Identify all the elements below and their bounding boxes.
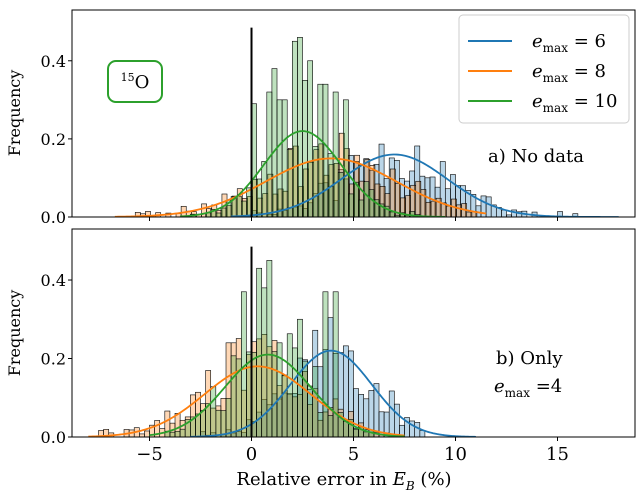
hist-bar-a-s2	[261, 161, 268, 217]
hist-bar-b-s2	[271, 351, 278, 437]
x-tick-label-b-1: 0	[246, 444, 257, 465]
x-tick-label-b-3: 10	[444, 444, 467, 465]
hist-bar-a-s2	[281, 99, 288, 217]
hist-bar-b-s2	[342, 421, 349, 437]
hist-bar-b-s2	[215, 409, 222, 437]
kde-curve-a-s1	[114, 157, 487, 217]
legend: emax = 6 emax = 8 emax = 10	[458, 14, 630, 124]
legend-label-emax6: emax = 6	[532, 31, 606, 55]
hist-bar-a-s2	[276, 99, 283, 217]
hist-bar-b-s2	[220, 410, 227, 437]
hist-bar-a-s2	[388, 211, 395, 217]
hist-bar-b-s2	[256, 267, 263, 437]
nucleus-label-box	[107, 60, 163, 103]
nucleus-symbol: O	[135, 72, 150, 93]
hist-bar-a-s0	[485, 196, 492, 217]
y-tick-label-a-1: 0.2	[41, 130, 66, 149]
hist-bar-a-s2	[312, 146, 319, 217]
hist-bar-b-s2	[281, 374, 288, 437]
panel-b-ylabel: Frequency	[5, 290, 24, 377]
hist-bar-b-s2	[179, 428, 186, 437]
x-axis-label: Relative error in EB (%)	[236, 469, 451, 493]
hist-bar-a-s1	[466, 211, 473, 217]
hist-bar-b-s0	[414, 422, 421, 437]
hist-bar-b-s0	[388, 390, 395, 437]
legend-label-emax8: emax = 8	[532, 61, 606, 85]
hist-bar-a-s2	[348, 193, 354, 217]
hist-bar-b-s0	[393, 403, 400, 437]
kde-curve-a-s2	[180, 130, 446, 217]
y-tick-label-b-1: 0.2	[41, 350, 66, 369]
y-tick-label-b-0: 0.0	[41, 428, 66, 447]
hist-bar-b-s2	[210, 386, 217, 437]
y-tick-label-b-2: 0.4	[41, 271, 66, 290]
hist-bar-b-s2	[230, 355, 237, 437]
hist-bar-a-s2	[342, 99, 349, 217]
hist-bar-b-s1	[144, 430, 150, 437]
hist-bar-b-s2	[200, 409, 206, 437]
hist-bar-b-s2	[317, 412, 324, 437]
legend-label-emax10: emax = 10	[532, 91, 617, 115]
x-tick-label-b-2: 5	[348, 444, 359, 465]
nucleus-label: 15O	[121, 71, 150, 93]
hist-bar-b-s2	[302, 360, 308, 437]
y-tick-label-a-2: 0.4	[41, 52, 66, 71]
panel-a: 0.0 0.2 0.4 Frequency 15O emax = 6 emax = …	[5, 9, 636, 227]
hist-bar-a-s1	[430, 200, 437, 217]
x-tick-label-b-0: −5	[136, 444, 163, 465]
hist-bar-a-s2	[235, 195, 242, 217]
hist-bar-b-s2	[225, 398, 232, 437]
hist-bar-a-s2	[271, 68, 278, 217]
hist-bar-a-s2	[322, 83, 329, 217]
hist-bar-a-s1	[344, 148, 350, 217]
hist-bar-a-s2	[291, 40, 298, 217]
hist-bar-a-s0	[501, 209, 507, 217]
panel-b-plot-area	[88, 246, 476, 437]
kde-curve-b-s0	[190, 349, 476, 437]
x-tick-label-b-4: 15	[546, 444, 569, 465]
panel-a-axes: 0.0 0.2 0.4	[41, 52, 558, 227]
hist-bar-b-s2	[174, 430, 181, 437]
panel-b-axes: 0.0 0.2 0.4 −5 0 5 10 15	[41, 271, 569, 465]
hist-bar-b-s2	[353, 428, 359, 437]
hist-bar-a-s2	[363, 181, 370, 217]
hist-bar-a-s2	[358, 199, 365, 217]
panel-b-label-line2: emax =4	[494, 376, 562, 400]
hist-bar-a-s2	[317, 83, 324, 217]
y-tick-label-a-0: 0.0	[41, 208, 66, 227]
hist-bar-a-s2	[302, 80, 308, 217]
hist-bar-b-s2	[291, 347, 298, 437]
panel-a-ylabel: Frequency	[5, 70, 24, 157]
hist-bar-b-s2	[327, 415, 334, 437]
hist-bar-b-s2	[266, 260, 273, 437]
panel-a-label: a) No data	[488, 146, 584, 167]
hist-bar-b-s2	[322, 291, 329, 437]
nucleus-mass-number: 15	[121, 71, 135, 84]
panel-a-plot-area	[114, 27, 619, 217]
panel-b-label-line1: b) Only	[496, 348, 563, 369]
hist-bar-a-s2	[220, 207, 227, 217]
kde-curve-b-s1	[88, 365, 405, 437]
panel-b: 0.0 0.2 0.4 −5 0 5 10 15 Frequency b) Only emax…	[5, 228, 636, 465]
hist-bar-b-s2	[169, 431, 176, 437]
hist-bar-b-s2	[312, 366, 319, 437]
hist-bar-a-s2	[297, 37, 303, 217]
hist-bar-a-s1	[446, 205, 452, 217]
hist-bar-a-s1	[456, 204, 462, 217]
hist-bar-a-s2	[353, 181, 359, 217]
hist-bar-a-s2	[215, 212, 222, 217]
kde-curve-b-s2	[149, 353, 405, 437]
hist-bar-b-s2	[332, 291, 339, 437]
hist-bar-a-s1	[425, 201, 432, 217]
hist-bar-a-s2	[241, 200, 247, 217]
kde-curve-a-s0	[231, 153, 619, 217]
hist-bar-b-s2	[297, 318, 303, 437]
hist-bar-a-s2	[368, 189, 375, 217]
hist-bar-a-s1	[293, 145, 299, 217]
hist-bar-a-s1	[415, 180, 422, 217]
hist-bar-a-s2	[307, 60, 314, 217]
